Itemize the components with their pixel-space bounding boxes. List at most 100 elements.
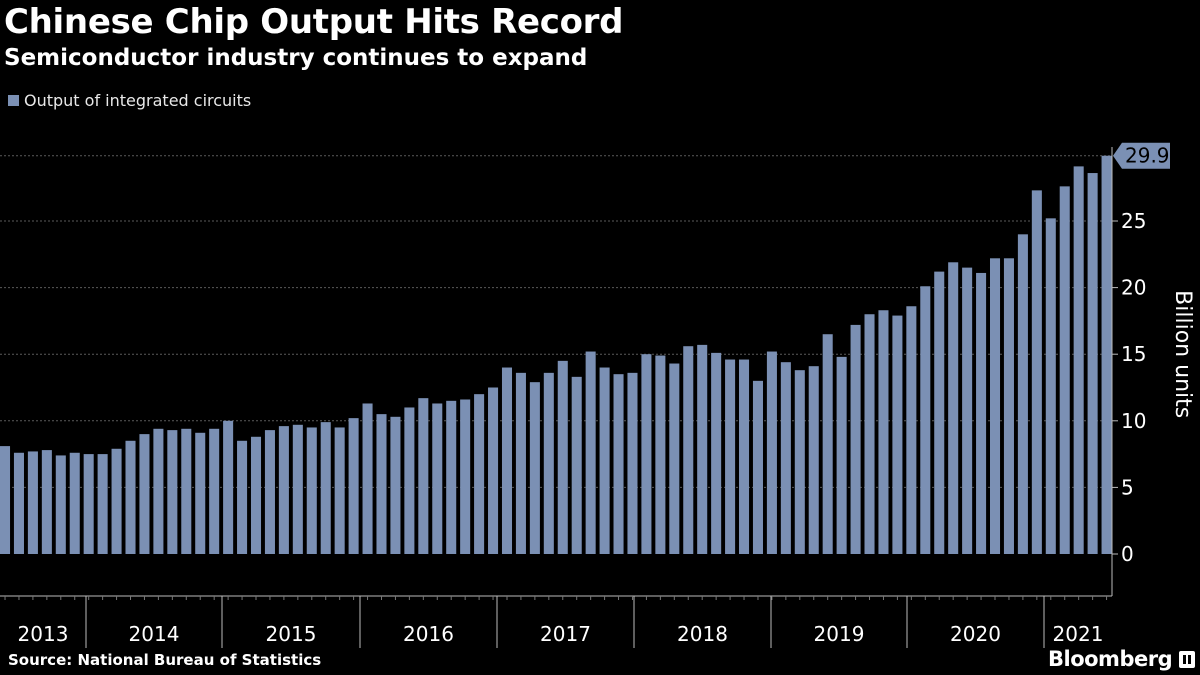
bar bbox=[976, 272, 987, 554]
axes bbox=[0, 147, 1118, 648]
bar bbox=[167, 430, 178, 554]
bar bbox=[488, 387, 499, 554]
legend-label: Output of integrated circuits bbox=[24, 91, 252, 110]
bar bbox=[557, 360, 568, 554]
bar bbox=[948, 262, 959, 554]
bar bbox=[515, 372, 526, 554]
bar bbox=[69, 452, 80, 554]
bar bbox=[878, 310, 889, 554]
y-tick-label: 20 bbox=[1121, 276, 1146, 300]
bar bbox=[278, 426, 289, 554]
bar bbox=[989, 258, 1001, 554]
brand-logo: Bloomberg bbox=[1048, 647, 1173, 671]
y-tick-label: 15 bbox=[1121, 342, 1146, 366]
bar bbox=[125, 440, 136, 554]
legend: Output of integrated circuits bbox=[8, 91, 251, 110]
legend-swatch bbox=[8, 95, 19, 106]
bar bbox=[711, 352, 722, 554]
bar bbox=[739, 359, 750, 554]
bar bbox=[627, 372, 638, 554]
chart-title: Chinese Chip Output Hits Record bbox=[4, 2, 624, 42]
bar bbox=[362, 403, 373, 554]
bar bbox=[1059, 186, 1070, 555]
bar bbox=[669, 363, 680, 554]
bar bbox=[613, 374, 624, 554]
bar bbox=[501, 367, 513, 554]
bars bbox=[0, 155, 1112, 555]
bar bbox=[962, 267, 973, 554]
bar bbox=[460, 399, 471, 554]
bar bbox=[390, 416, 401, 554]
bar bbox=[920, 286, 931, 554]
chart-subtitle: Semiconductor industry continues to expa… bbox=[4, 45, 588, 71]
bar bbox=[1031, 190, 1042, 554]
y-tick-label: 5 bbox=[1121, 475, 1134, 499]
x-tick-label: 2016 bbox=[403, 622, 454, 646]
axis-labels: 0 5 10 15 20 25 Billion units 2013 2014 2015 2016 2… bbox=[18, 142, 1195, 646]
bar bbox=[264, 430, 275, 554]
bar bbox=[808, 366, 819, 554]
bar bbox=[934, 271, 945, 554]
bar bbox=[906, 306, 917, 554]
x-tick-label: 2019 bbox=[814, 622, 865, 646]
x-tick-label: 2021 bbox=[1053, 622, 1104, 646]
x-tick-label: 2014 bbox=[129, 622, 180, 646]
x-tick-label: 2015 bbox=[266, 622, 317, 646]
bar bbox=[571, 376, 582, 554]
bar bbox=[237, 440, 248, 554]
bar bbox=[599, 367, 610, 554]
bar bbox=[27, 451, 38, 554]
bloomberg-icon bbox=[1179, 651, 1195, 668]
bar bbox=[1017, 234, 1028, 554]
bar bbox=[1073, 166, 1084, 554]
bar bbox=[836, 356, 847, 554]
bar bbox=[418, 398, 429, 554]
x-tick-label: 2013 bbox=[18, 622, 69, 646]
source-note: Source: National Bureau of Statistics bbox=[8, 651, 322, 669]
bar bbox=[320, 422, 331, 554]
y-tick-label: 25 bbox=[1121, 209, 1146, 233]
gridlines bbox=[0, 155, 1112, 488]
bar bbox=[585, 351, 596, 554]
y-tick-label: 10 bbox=[1121, 409, 1146, 433]
bar bbox=[780, 362, 791, 554]
bar bbox=[83, 454, 94, 554]
bar bbox=[376, 414, 387, 554]
callout-label: 29.9 bbox=[1125, 144, 1170, 168]
bar bbox=[97, 454, 108, 554]
bar bbox=[334, 427, 345, 554]
bar bbox=[1045, 218, 1056, 554]
x-tick-label: 2020 bbox=[950, 622, 1001, 646]
bar bbox=[697, 344, 708, 554]
bar bbox=[0, 446, 11, 554]
bar bbox=[766, 351, 777, 554]
bar bbox=[1087, 173, 1098, 554]
bar bbox=[892, 315, 903, 554]
bar bbox=[223, 420, 234, 554]
bar bbox=[1101, 155, 1112, 554]
y-axis-title: Billion units bbox=[1170, 290, 1195, 418]
bar bbox=[111, 448, 122, 554]
bar bbox=[864, 314, 875, 554]
bar bbox=[55, 455, 66, 554]
bar bbox=[543, 372, 554, 554]
bar bbox=[752, 380, 763, 554]
y-tick-label: 0 bbox=[1121, 542, 1134, 566]
callout-box bbox=[1113, 142, 1170, 169]
bar bbox=[139, 434, 150, 554]
x-tick-label: 2018 bbox=[677, 622, 728, 646]
bar bbox=[683, 346, 694, 554]
bar bbox=[306, 427, 317, 554]
bar bbox=[432, 403, 443, 554]
bar bbox=[1003, 258, 1014, 554]
bar bbox=[850, 324, 861, 554]
bar bbox=[529, 382, 540, 554]
bar bbox=[13, 452, 24, 554]
x-tick-label: 2017 bbox=[540, 622, 591, 646]
bar bbox=[153, 428, 164, 554]
bar bbox=[794, 370, 805, 554]
bar bbox=[195, 432, 206, 554]
bar bbox=[404, 407, 415, 554]
bar bbox=[446, 400, 457, 554]
bar bbox=[822, 334, 833, 554]
